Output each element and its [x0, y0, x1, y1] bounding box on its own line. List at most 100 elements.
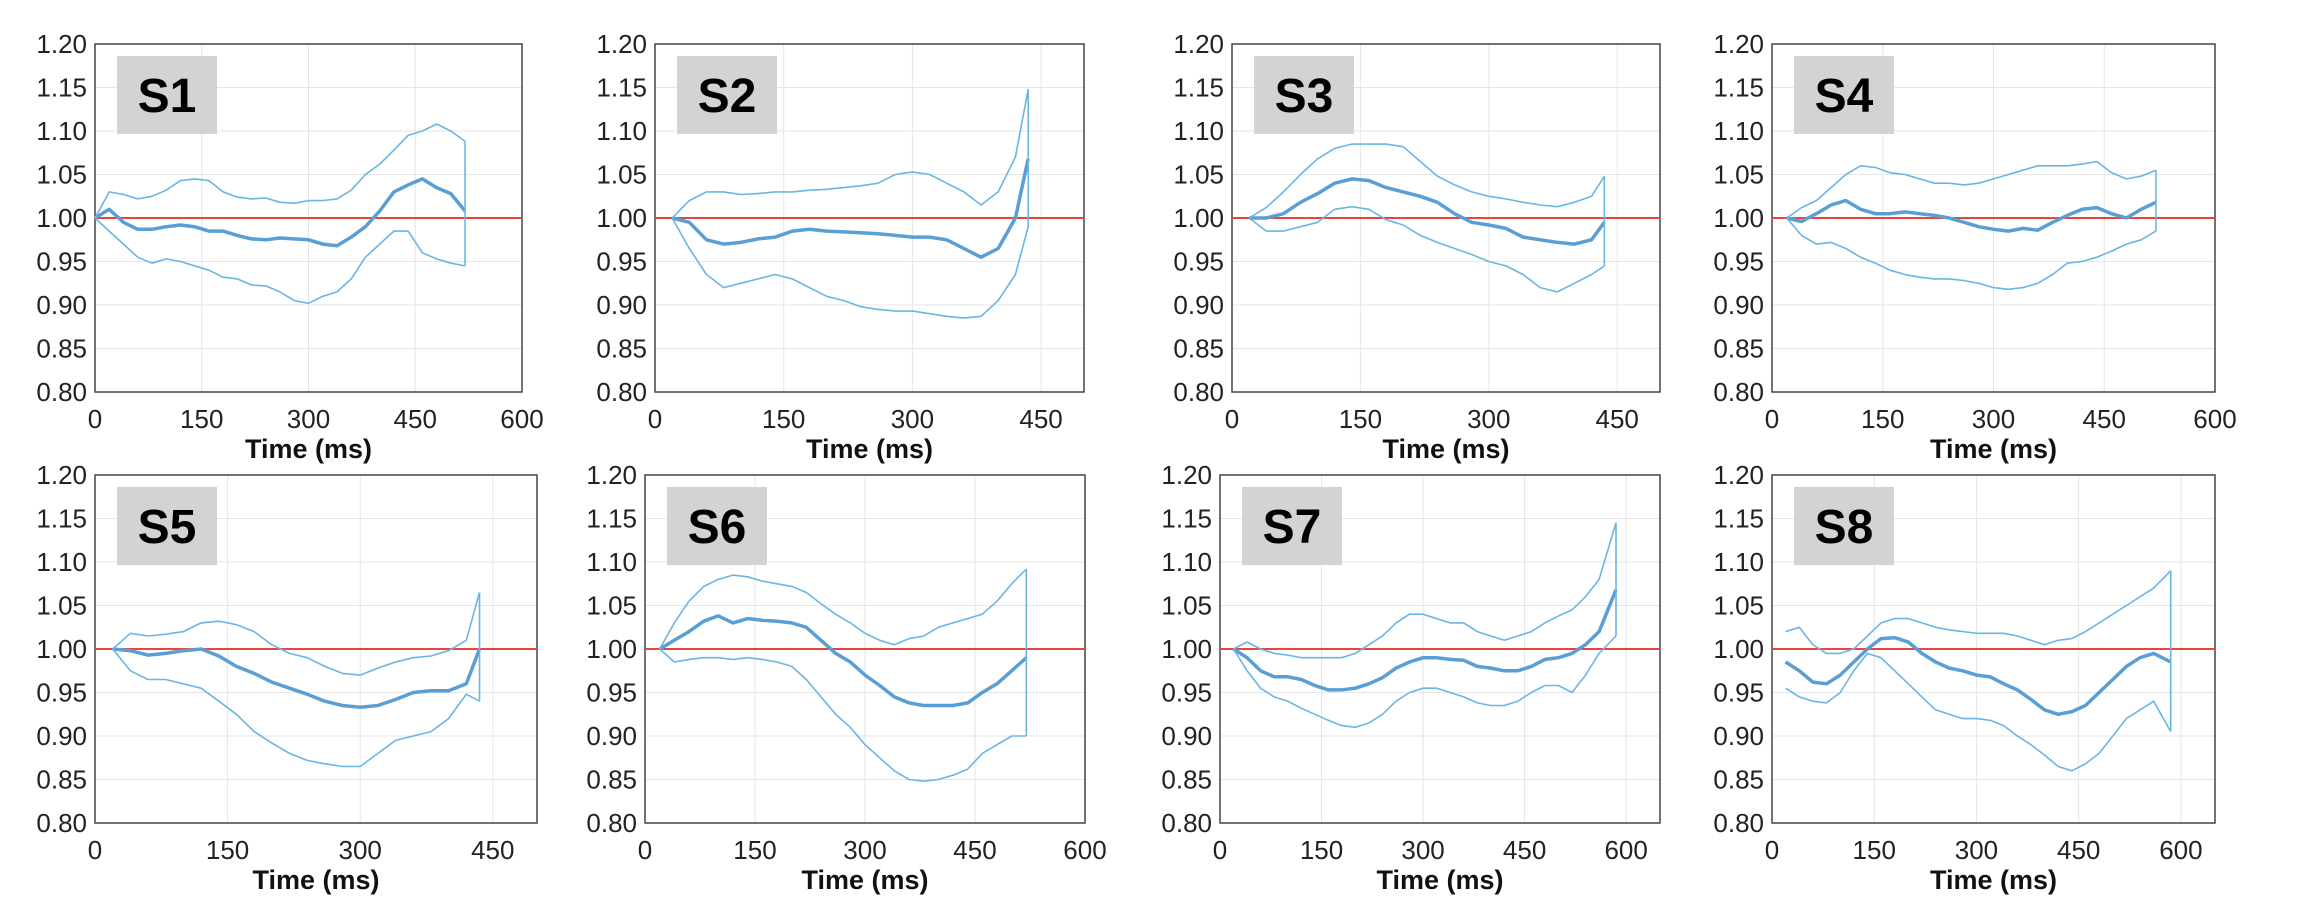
- x-tick-label: 450: [1019, 404, 1062, 434]
- y-tick-label: 1.20: [1173, 29, 1224, 59]
- y-tick-label: 1.10: [36, 547, 87, 577]
- y-tick-label: 0.95: [1173, 247, 1224, 277]
- series-upper-band: [1786, 160, 2157, 219]
- y-tick-label: 0.85: [1713, 334, 1764, 364]
- series-lower-band: [671, 217, 1029, 319]
- series-mean-line: [1249, 177, 1606, 246]
- x-axis-title: Time (ms): [1382, 434, 1509, 464]
- x-tick-label: 300: [843, 835, 886, 865]
- y-tick-label: 0.85: [596, 334, 647, 364]
- x-tick-label: 150: [206, 835, 249, 865]
- y-tick-label: 0.95: [1161, 678, 1212, 708]
- x-tick-label: 150: [1853, 835, 1896, 865]
- x-tick-label: 300: [339, 835, 382, 865]
- x-tick-label: 450: [471, 835, 514, 865]
- panel-label: S5: [138, 501, 197, 554]
- x-tick-label: 0: [1225, 404, 1239, 434]
- x-axis-title: Time (ms): [801, 865, 928, 895]
- y-tick-label: 1.05: [36, 160, 87, 190]
- x-tick-label: 150: [1339, 404, 1382, 434]
- y-tick-label: 1.15: [596, 73, 647, 103]
- panel-s8: 0.80 0.85 0.90 0.95 1.00 1.05 1.10 1.15 1.20 0 150…: [1713, 460, 2216, 895]
- y-tick-label: 0.80: [1173, 377, 1224, 407]
- x-axis-title: Time (ms): [1930, 865, 2057, 895]
- y-tick-label: 0.80: [36, 808, 87, 838]
- y-tick-label: 0.90: [36, 721, 87, 751]
- series-upper-band: [659, 568, 1027, 650]
- panel-s7: 0.80 0.85 0.90 0.95 1.00 1.05 1.10 1.15 1.20 0 150…: [1161, 460, 1661, 895]
- series-lower-band: [659, 648, 1027, 783]
- x-tick-label: 450: [2083, 404, 2126, 434]
- y-tick-label: 1.00: [1161, 634, 1212, 664]
- x-axis-title: Time (ms): [1930, 434, 2057, 464]
- x-tick-label: 600: [500, 404, 543, 434]
- y-tick-label: 1.00: [1713, 203, 1764, 233]
- x-tick-label: 0: [638, 835, 652, 865]
- panel-label: S2: [698, 70, 757, 123]
- x-tick-label: 450: [394, 404, 437, 434]
- y-tick-label: 1.20: [1713, 460, 1764, 490]
- y-tick-label: 0.85: [36, 765, 87, 795]
- y-tick-label: 1.15: [1173, 73, 1224, 103]
- y-tick-label: 1.15: [36, 504, 87, 534]
- x-tick-label: 300: [1955, 835, 1998, 865]
- y-tick-label: 1.15: [1713, 73, 1764, 103]
- series-upper-band: [1248, 143, 1606, 219]
- series-upper-band: [1233, 522, 1617, 659]
- y-tick-label: 1.10: [1161, 547, 1212, 577]
- y-tick-label: 0.85: [1161, 765, 1212, 795]
- x-axis-title: Time (ms): [806, 434, 933, 464]
- y-tick-label: 0.95: [1713, 247, 1764, 277]
- series-upper-band: [1785, 570, 2172, 655]
- x-tick-label: 300: [287, 404, 330, 434]
- y-tick-label: 0.80: [596, 377, 647, 407]
- y-tick-label: 1.10: [1173, 116, 1224, 146]
- y-tick-label: 1.05: [596, 160, 647, 190]
- x-tick-label: 300: [1467, 404, 1510, 434]
- y-tick-label: 1.00: [36, 203, 87, 233]
- y-tick-label: 1.00: [36, 634, 87, 664]
- y-tick-label: 0.85: [586, 765, 637, 795]
- panel-s5: 0.80 0.85 0.90 0.95 1.00 1.05 1.10 1.15 1.20 0 150…: [36, 460, 538, 895]
- series-lower-band: [1248, 205, 1605, 293]
- x-tick-label: 0: [1213, 835, 1227, 865]
- panel-label-box: [1254, 56, 1354, 134]
- panel-label: S6: [688, 501, 747, 554]
- y-tick-label: 0.80: [1713, 377, 1764, 407]
- panel-label: S4: [1815, 70, 1874, 123]
- y-tick-label: 0.90: [36, 290, 87, 320]
- y-tick-label: 1.00: [1713, 634, 1764, 664]
- y-tick-label: 1.20: [36, 460, 87, 490]
- y-tick-label: 1.20: [36, 29, 87, 59]
- y-tick-label: 0.90: [1713, 721, 1764, 751]
- y-tick-label: 1.05: [1713, 591, 1764, 621]
- y-tick-label: 0.85: [1173, 334, 1224, 364]
- series-upper-band: [94, 123, 466, 219]
- y-tick-label: 0.80: [36, 377, 87, 407]
- x-tick-label: 600: [1063, 835, 1106, 865]
- y-tick-label: 0.80: [586, 808, 637, 838]
- panel-label-box: [667, 487, 767, 565]
- x-tick-label: 150: [1300, 835, 1343, 865]
- series-mean-line: [94, 177, 467, 248]
- x-axis-title: Time (ms): [252, 865, 379, 895]
- y-tick-label: 0.85: [36, 334, 87, 364]
- x-tick-label: 150: [1861, 404, 1904, 434]
- y-tick-label: 1.20: [586, 460, 637, 490]
- panel-s4: 0.80 0.85 0.90 0.95 1.00 1.05 1.10 1.15 1.20 0 150…: [1713, 29, 2236, 464]
- y-tick-label: 1.00: [596, 203, 647, 233]
- y-tick-label: 0.80: [1161, 808, 1212, 838]
- panel-s1: 0.80 0.85 0.90 0.95 1.00 1.05 1.10 1.15 1.20 0 150…: [36, 29, 543, 464]
- x-axis-title: Time (ms): [1376, 865, 1503, 895]
- y-tick-label: 1.15: [586, 504, 637, 534]
- panel-label: S8: [1815, 501, 1874, 554]
- y-tick-label: 1.10: [36, 116, 87, 146]
- panel-label: S1: [138, 70, 197, 123]
- x-tick-label: 300: [891, 404, 934, 434]
- y-tick-label: 1.15: [36, 73, 87, 103]
- y-tick-label: 0.90: [596, 290, 647, 320]
- x-tick-label: 450: [2057, 835, 2100, 865]
- y-tick-label: 0.95: [596, 247, 647, 277]
- x-tick-label: 150: [762, 404, 805, 434]
- x-tick-label: 600: [1604, 835, 1647, 865]
